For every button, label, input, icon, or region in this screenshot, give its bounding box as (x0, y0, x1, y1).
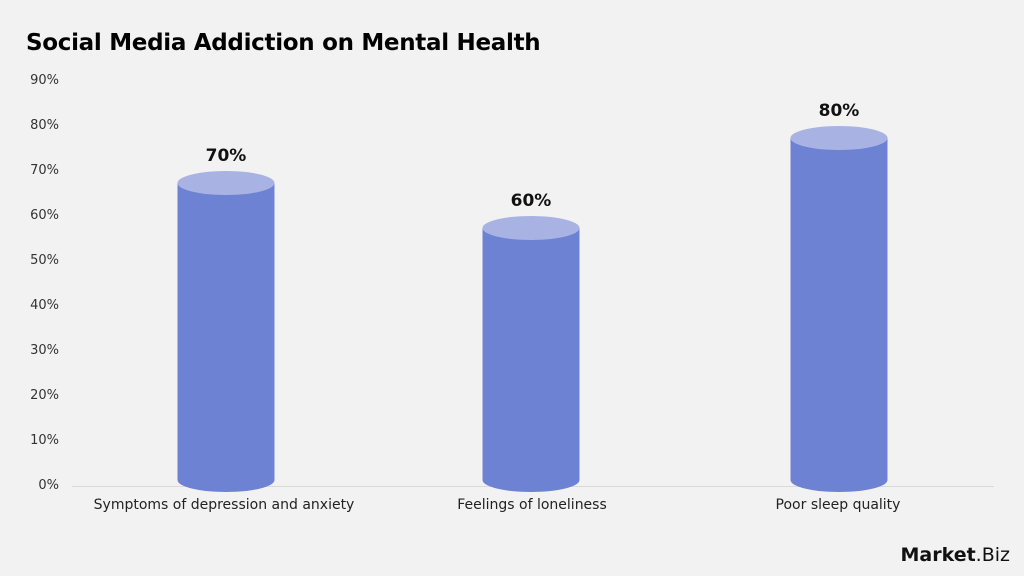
bar-cylinder (790, 126, 888, 492)
y-tick: 40% (30, 298, 59, 313)
y-tick: 10% (30, 433, 59, 448)
y-tick: 20% (30, 388, 59, 403)
y-tick: 0% (38, 478, 59, 493)
value-label: 80% (818, 101, 860, 121)
value-label: 60% (510, 191, 552, 211)
value-label: 70% (205, 146, 247, 166)
bar-cylinder (482, 216, 580, 492)
y-tick: 50% (30, 253, 59, 268)
marketbiz-logo: Market.Biz (900, 544, 1010, 566)
x-label: Poor sleep quality (775, 497, 901, 513)
y-tick: 30% (30, 343, 59, 358)
y-tick: 90% (30, 73, 59, 88)
x-label: Symptoms of depression and anxiety (93, 497, 355, 513)
y-tick: 70% (30, 163, 59, 178)
y-tick: 60% (30, 208, 59, 223)
logo-bold: Market (900, 544, 976, 566)
y-tick: 80% (30, 118, 59, 133)
chart-title: Social Media Addiction on Mental Health (26, 30, 541, 56)
x-label: Feelings of loneliness (457, 497, 607, 513)
logo-rest: .Biz (975, 544, 1010, 566)
bar-cylinder (177, 171, 275, 492)
